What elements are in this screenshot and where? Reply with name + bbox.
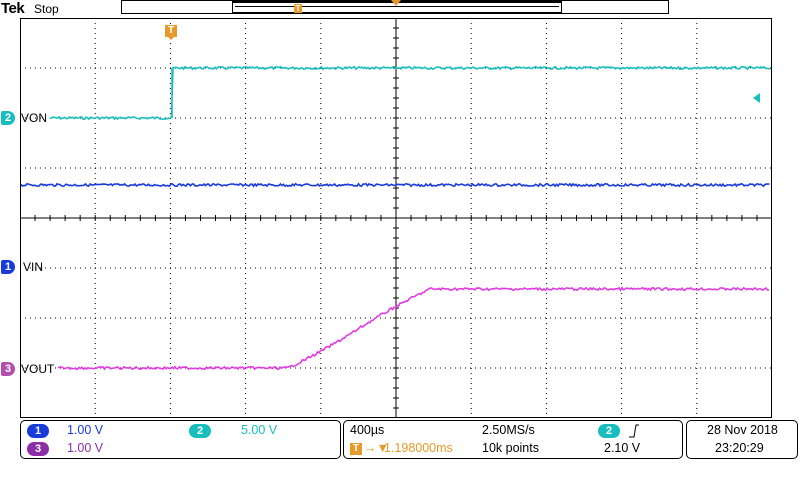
trigger-pointer-icon: [167, 36, 175, 40]
trigger-source-badge[interactable]: 2: [598, 424, 620, 438]
ch2-scale: 5.00 V: [241, 423, 278, 437]
top-status-bar: Tek Stop T: [0, 0, 800, 18]
trigger-level-icon: [753, 93, 760, 103]
ch3-label: VOUT: [21, 362, 55, 376]
trigger-level: 2.10 V: [604, 441, 641, 455]
waveform-graticule[interactable]: [20, 18, 772, 418]
waveform-vout: [57, 286, 770, 371]
waveform-vin: [20, 182, 770, 188]
readout-area: 1 1.00 V 2 5.00 V 3 1.00 V 400µs 2.50MS/…: [20, 419, 800, 480]
trigger-position-icon[interactable]: T: [165, 25, 177, 37]
ch3-ground-marker[interactable]: 3: [1, 362, 15, 376]
trigger-icon: T: [350, 443, 362, 455]
vertical-readout-panel[interactable]: 1 1.00 V 2 5.00 V 3 1.00 V: [20, 420, 341, 459]
record-length: 10k points: [482, 441, 539, 455]
trigger-arrow-icon: →▼: [364, 441, 389, 455]
ch3-scale: 1.00 V: [67, 441, 104, 455]
trigger-position: 1.198000ms: [384, 441, 453, 455]
sample-rate: 2.50MS/s: [482, 423, 535, 437]
date: 28 Nov 2018: [707, 423, 778, 437]
center-marker-icon: [391, 0, 401, 6]
ch1-scale: 1.00 V: [67, 423, 104, 437]
brand-logo: Tek: [1, 0, 25, 17]
ch3-badge[interactable]: 3: [27, 442, 49, 456]
record-trigger-icon: T: [294, 4, 302, 13]
waveform-von: [49, 65, 771, 121]
rising-edge-icon: [629, 424, 639, 438]
ch1-ground-marker[interactable]: 1: [1, 260, 15, 274]
ch2-label: VON: [21, 111, 48, 125]
horizontal-readout-panel[interactable]: 400µs 2.50MS/s T →▼ 1.198000ms 10k point…: [343, 420, 683, 459]
timebase: 400µs: [350, 423, 385, 437]
ch2-ground-marker[interactable]: 2: [1, 111, 15, 125]
acquisition-status: Stop: [34, 2, 59, 16]
ch1-label: VIN: [23, 260, 44, 274]
datetime-panel: 28 Nov 2018 23:20:29: [686, 420, 798, 459]
ch1-badge[interactable]: 1: [27, 424, 49, 438]
time: 23:20:29: [715, 441, 764, 455]
ch2-badge[interactable]: 2: [189, 424, 211, 438]
view-window-line: [235, 6, 559, 7]
